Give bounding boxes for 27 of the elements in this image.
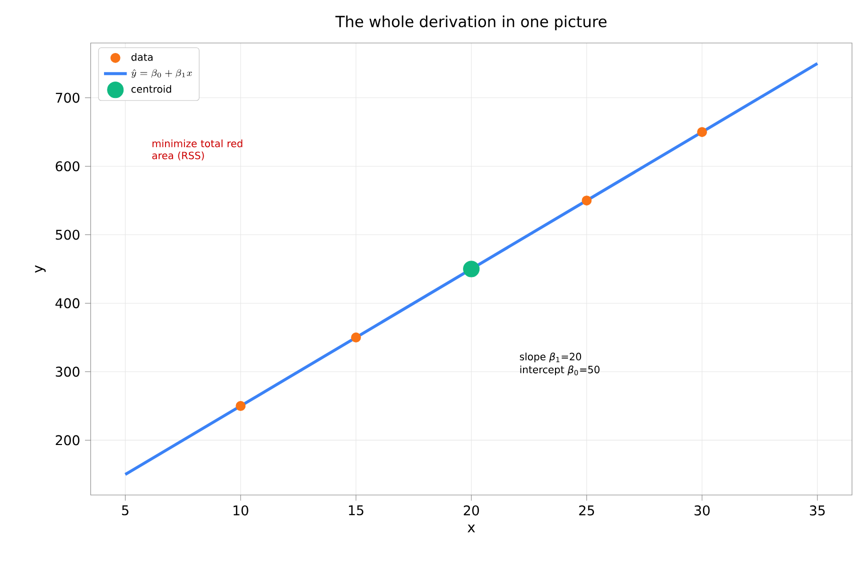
annotation: intercept β$_{0}$=50 xyxy=(520,366,600,376)
x-tick-label: 15 xyxy=(348,505,364,516)
legend-label: $\hat{y}=\beta_0+\beta_1 x$ xyxy=(131,69,192,78)
x-tick-label: 10 xyxy=(234,505,248,516)
y-tick-label: 200 xyxy=(56,435,80,446)
point xyxy=(463,260,480,278)
y-axis-title: y xyxy=(35,265,46,273)
y-tick-label: 600 xyxy=(56,161,80,172)
legend-label: centroid xyxy=(131,85,172,93)
point xyxy=(236,401,246,411)
point xyxy=(351,332,361,342)
x-tick-label: 35 xyxy=(810,505,825,516)
x-axis-title: x xyxy=(468,524,476,532)
point xyxy=(582,196,592,206)
x-tick-label: 30 xyxy=(694,505,710,516)
chart-title: The whole derivation in one picture xyxy=(335,15,606,30)
annotation: slope β$_{1}$=20 xyxy=(520,352,582,362)
x-tick-label: 5 xyxy=(122,505,128,516)
y-tick-label: 500 xyxy=(56,230,80,240)
x-tick-label: 20 xyxy=(464,505,479,516)
y-tick-label: 700 xyxy=(56,92,80,103)
annotation: minimize total red area (RSS) xyxy=(152,140,242,160)
point xyxy=(697,127,707,137)
x-tick-label: 25 xyxy=(579,505,594,516)
y-tick-label: 400 xyxy=(55,298,80,308)
y-tick-label: 300 xyxy=(56,366,80,377)
legend-label: data xyxy=(131,53,153,61)
